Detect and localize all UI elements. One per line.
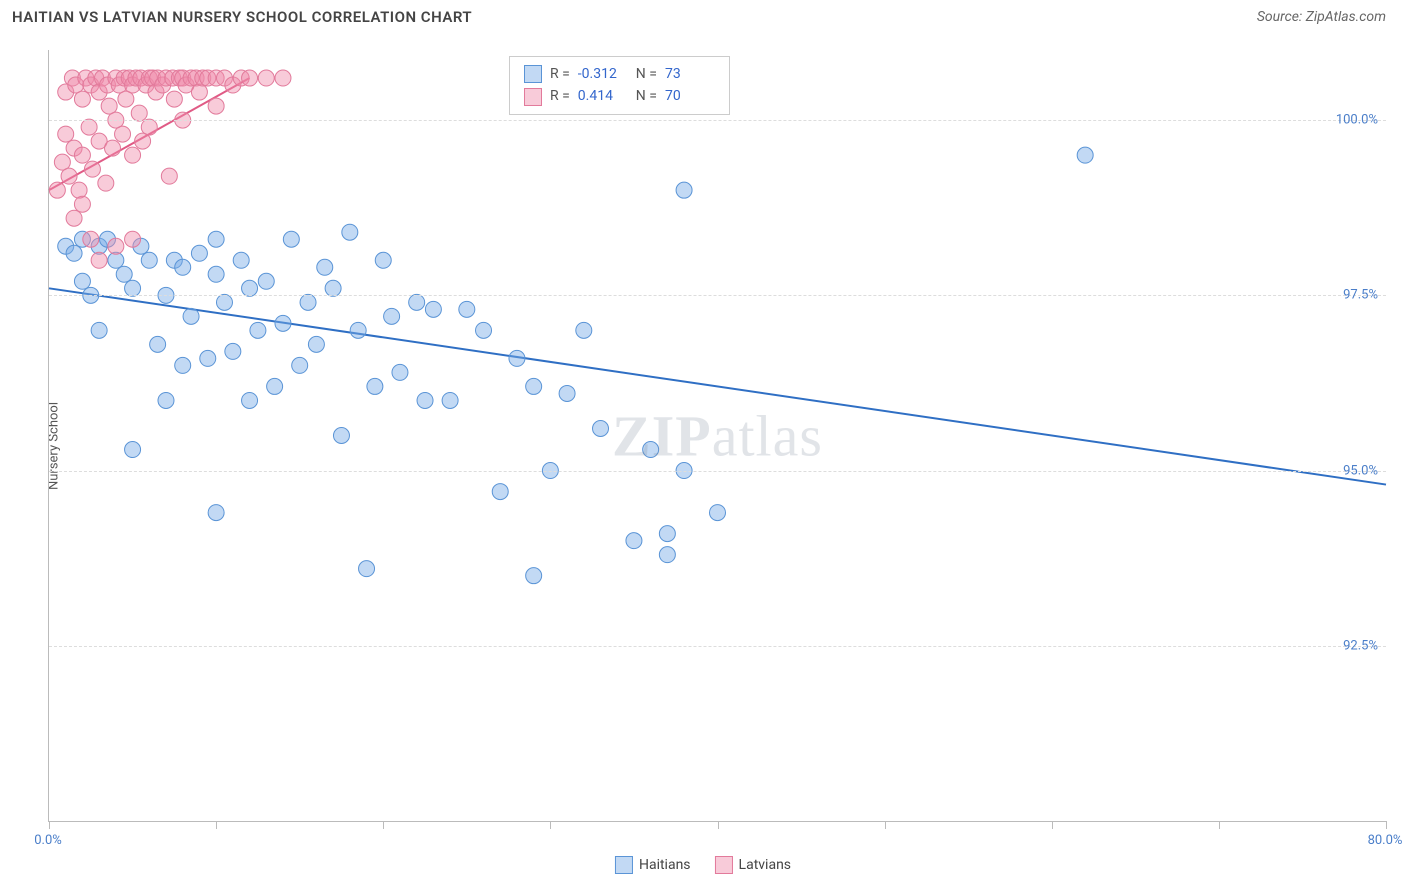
stats-row-latvians: R = 0.414 N = 70 bbox=[524, 85, 715, 107]
bottom-legend: Haitians Latvians bbox=[615, 856, 791, 874]
plot-svg bbox=[49, 50, 1386, 821]
y-tick-label: 92.5% bbox=[1343, 638, 1378, 653]
legend-label-latvians: Latvians bbox=[739, 857, 792, 873]
r-label: R = bbox=[550, 63, 570, 85]
y-tick-label: 100.0% bbox=[1336, 113, 1378, 128]
n-value-haitians: 73 bbox=[665, 63, 715, 85]
x-tick-label: 0.0% bbox=[34, 833, 62, 848]
chart-container: HAITIAN VS LATVIAN NURSERY SCHOOL CORREL… bbox=[0, 0, 1406, 892]
legend-item-latvians: Latvians bbox=[715, 856, 792, 874]
y-tick-label: 97.5% bbox=[1343, 288, 1378, 303]
n-label: N = bbox=[636, 85, 657, 107]
n-value-latvians: 70 bbox=[665, 85, 715, 107]
r-value-haitians: -0.312 bbox=[578, 63, 628, 85]
swatch-haitians bbox=[524, 65, 542, 83]
legend-label-haitians: Haitians bbox=[639, 857, 691, 873]
r-label: R = bbox=[550, 85, 570, 107]
r-value-latvians: 0.414 bbox=[578, 85, 628, 107]
n-label: N = bbox=[636, 63, 657, 85]
x-tick-label: 80.0% bbox=[1368, 833, 1403, 848]
chart-header: HAITIAN VS LATVIAN NURSERY SCHOOL CORREL… bbox=[0, 0, 1406, 30]
stats-legend-box: R = -0.312 N = 73 R = 0.414 N = 70 bbox=[509, 56, 730, 115]
y-tick-label: 95.0% bbox=[1343, 463, 1378, 478]
legend-swatch-haitians bbox=[615, 856, 633, 874]
stats-row-haitians: R = -0.312 N = 73 bbox=[524, 63, 715, 85]
legend-swatch-latvians bbox=[715, 856, 733, 874]
chart-title: HAITIAN VS LATVIAN NURSERY SCHOOL CORREL… bbox=[12, 8, 472, 26]
chart-source: Source: ZipAtlas.com bbox=[1257, 9, 1386, 25]
swatch-latvians bbox=[524, 88, 542, 106]
legend-item-haitians: Haitians bbox=[615, 856, 691, 874]
plot-area: ZIPatlas R = -0.312 N = 73 R = 0.414 N =… bbox=[48, 50, 1386, 822]
